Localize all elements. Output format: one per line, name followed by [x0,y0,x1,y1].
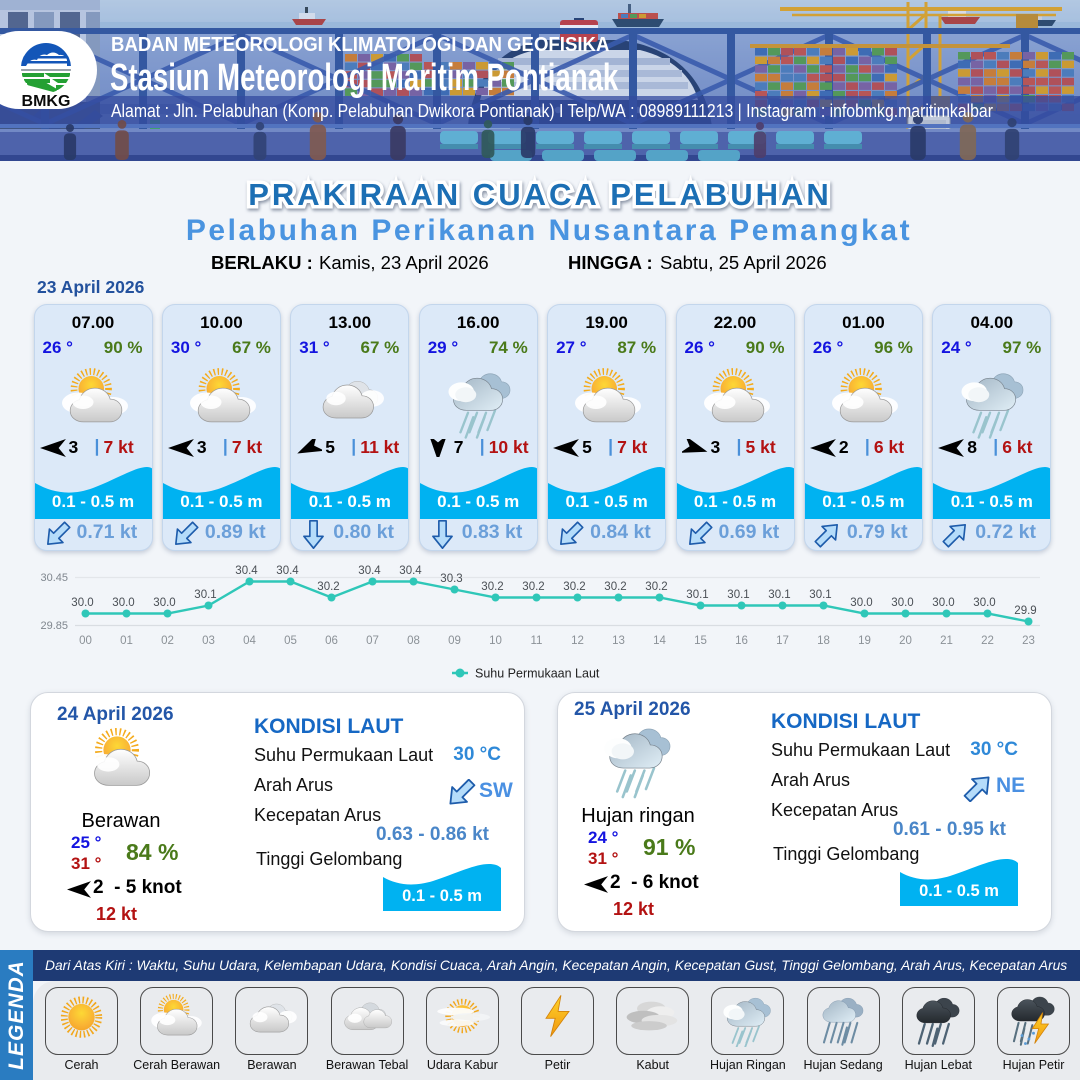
svg-text:23: 23 [1022,635,1035,647]
svg-text:30.4: 30.4 [276,565,299,577]
svg-text:10: 10 [489,635,502,647]
svg-text:30.0: 30.0 [71,597,93,609]
svg-text:30.4: 30.4 [235,565,258,577]
svg-text:30.1: 30.1 [727,589,749,601]
svg-text:12: 12 [571,635,584,647]
svg-text:30.4: 30.4 [399,565,422,577]
svg-text:30.2: 30.2 [522,581,544,593]
svg-text:02: 02 [161,635,174,647]
svg-text:18: 18 [817,635,830,647]
svg-text:PRAKIRAAN CUACA PELABUHAN: PRAKIRAAN CUACA PELABUHAN [248,177,832,212]
svg-text:BMKG: BMKG [22,93,71,108]
svg-text:03: 03 [202,635,215,647]
svg-text:30.0: 30.0 [850,597,872,609]
svg-text:14: 14 [653,635,666,647]
svg-text:30.0: 30.0 [112,597,134,609]
svg-text:Suhu Permukaan Laut: Suhu Permukaan Laut [475,667,600,681]
svg-text:05: 05 [284,635,297,647]
svg-text:30.1: 30.1 [809,589,831,601]
svg-text:21: 21 [940,635,953,647]
svg-text:01: 01 [120,635,133,647]
svg-text:15: 15 [694,635,707,647]
svg-text:17: 17 [776,635,789,647]
svg-text:08: 08 [407,635,420,647]
svg-text:04: 04 [243,635,256,647]
svg-text:16: 16 [735,635,748,647]
svg-text:30.2: 30.2 [563,581,585,593]
svg-text:00: 00 [79,635,92,647]
svg-text:20: 20 [899,635,912,647]
svg-text:30.2: 30.2 [317,581,339,593]
svg-text:06: 06 [325,635,338,647]
svg-text:30.3: 30.3 [440,573,462,585]
svg-text:19: 19 [858,635,871,647]
svg-text:30.2: 30.2 [604,581,626,593]
svg-text:11: 11 [531,635,543,647]
svg-text:22: 22 [981,635,994,647]
svg-text:30.4: 30.4 [358,565,381,577]
svg-text:30.2: 30.2 [645,581,667,593]
svg-text:30.0: 30.0 [932,597,954,609]
svg-text:07: 07 [366,635,379,647]
svg-text:09: 09 [448,635,461,647]
svg-text:30.2: 30.2 [481,581,503,593]
svg-text:30.0: 30.0 [891,597,913,609]
svg-text:0.1 - 0.5 m: 0.1 - 0.5 m [919,882,999,900]
svg-text:30.0: 30.0 [153,597,175,609]
svg-text:30.0: 30.0 [973,597,995,609]
svg-text:13: 13 [612,635,625,647]
svg-text:0.1 - 0.5 m: 0.1 - 0.5 m [402,887,482,905]
svg-text:30.1: 30.1 [194,589,216,601]
svg-text:29.85: 29.85 [40,620,68,632]
svg-text:30.1: 30.1 [768,589,790,601]
svg-text:30.45: 30.45 [40,572,68,584]
svg-text:30.1: 30.1 [686,589,708,601]
svg-text:29.9: 29.9 [1014,605,1036,617]
